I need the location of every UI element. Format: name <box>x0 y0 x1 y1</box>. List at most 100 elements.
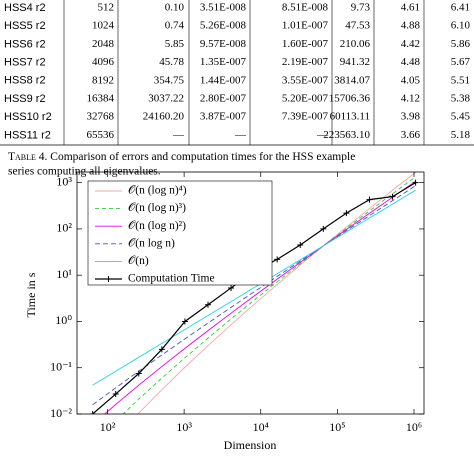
legend-label: 𝒪(n log n) <box>128 237 175 249</box>
point-marker <box>89 411 96 414</box>
table-cell: 5.45 <box>451 111 471 123</box>
table-cell: HSS5 r2 <box>4 20 46 32</box>
table-cell: 16384 <box>87 93 115 105</box>
y-tick-label: 10¹ <box>56 267 72 281</box>
table-cell: 354.75 <box>154 74 185 86</box>
table-cell: 1.44E-007 <box>200 74 247 86</box>
table-cell: 4.12 <box>401 93 420 105</box>
x-tick-label: 10⁵ <box>329 420 345 434</box>
table-cell: 6.10 <box>451 20 471 32</box>
table-cell: 1.01E-007 <box>282 20 329 32</box>
table-cell: 60113.11 <box>330 111 370 123</box>
table-cell: HSS10 r2 <box>4 111 52 123</box>
point-marker <box>181 318 188 325</box>
point-marker <box>228 284 235 291</box>
point-marker <box>135 370 142 377</box>
y-tick-label: 10³ <box>56 174 72 188</box>
y-tick-label: 10⁻¹ <box>50 359 72 373</box>
table-cell: 15706.36 <box>329 93 371 105</box>
table-cell: 0.74 <box>165 20 185 32</box>
table-cell: 3.98 <box>401 111 421 123</box>
table-cell: 5.26E-008 <box>200 20 247 32</box>
x-axis-label: Dimension <box>224 438 277 452</box>
table-cell: — <box>172 129 185 141</box>
table-cell: 3037.22 <box>148 93 184 105</box>
table-cell: 3.66 <box>401 129 421 141</box>
point-marker <box>389 193 396 200</box>
table-cell: 4.48 <box>401 56 421 68</box>
table-cell: 32768 <box>87 111 115 123</box>
table-cell: 3.51E-008 <box>200 2 247 14</box>
y-tick-label: 10² <box>56 221 72 235</box>
point-marker <box>412 179 419 186</box>
table-cell: 6.41 <box>451 2 470 14</box>
table-cell: 2048 <box>92 38 115 50</box>
series-line <box>137 172 416 414</box>
series-line <box>104 180 416 414</box>
table-cell: 1.35E-007 <box>200 56 247 68</box>
table-cell: 210.06 <box>340 38 371 50</box>
table-cell: 1024 <box>92 20 115 32</box>
table: HSS4 r2 512 0.10 3.51E-008 8.51E-008 9.73 4.61… <box>0 0 474 146</box>
point-marker <box>320 225 327 232</box>
table-cell: 3.87E-007 <box>200 111 247 123</box>
x-tick-label: 10³ <box>176 420 192 434</box>
table-cell: 4.42 <box>401 38 420 50</box>
point-marker <box>112 391 119 398</box>
table-cell: HSS6 r2 <box>4 38 46 50</box>
table-cell: 4.61 <box>401 2 420 14</box>
table-cell: 5.51 <box>451 74 470 86</box>
table-cell: 4.05 <box>401 74 421 86</box>
table-cell: 4096 <box>92 56 115 68</box>
legend-label: 𝒪(n (log n)⁴) <box>128 185 187 197</box>
table-cell: 9.57E-008 <box>200 38 247 50</box>
table-cell: HSS11 r2 <box>4 129 51 141</box>
table-cell: 0.10 <box>165 2 185 14</box>
table-cell: 2.19E-007 <box>282 56 329 68</box>
legend-label: 𝒪(n) <box>128 255 149 267</box>
table-cell: 512 <box>98 2 115 14</box>
table-cell: 24160.20 <box>143 111 185 123</box>
table-cell: 45.78 <box>159 56 184 68</box>
table-cell: 4.88 <box>401 20 421 32</box>
x-tick-label: 10⁶ <box>406 420 422 434</box>
point-marker <box>204 301 211 308</box>
table-cell: 2.80E-007 <box>200 93 247 105</box>
x-tick-label: 10⁴ <box>253 420 269 434</box>
table-cell: 65536 <box>87 129 115 141</box>
table-cell: HSS4 r2 <box>4 2 46 14</box>
caption-text: Comparison of errors and computation tim… <box>50 151 355 163</box>
table-cell: 1.60E-007 <box>282 38 329 50</box>
table-cell: 7.39E-007 <box>282 111 329 123</box>
point-marker <box>366 196 373 203</box>
series-line <box>92 189 416 386</box>
legend-label: Computation Time <box>128 273 215 285</box>
caption: Table 4. Comparison of errors and comput… <box>8 151 355 163</box>
table-cell: 3814.07 <box>334 74 370 86</box>
caption-label: Table 4. <box>8 151 48 163</box>
table-cell: 5.86 <box>451 38 471 50</box>
point-marker <box>297 241 304 248</box>
axes-frame <box>76 171 425 415</box>
table-cell: 8192 <box>92 74 114 86</box>
legend-box <box>87 180 273 286</box>
table-cell: HSS9 r2 <box>4 93 46 105</box>
table-cell: 5.85 <box>165 38 185 50</box>
point-marker <box>343 210 350 217</box>
legend-marker <box>105 276 112 282</box>
table-cell: 5.38 <box>451 93 471 105</box>
table-cell: 223563.10 <box>323 129 370 141</box>
series-line <box>122 176 416 414</box>
point-marker <box>274 256 281 263</box>
table-cell: 941.32 <box>340 56 370 68</box>
table-cell: — <box>234 129 247 141</box>
table-cell: 5.18 <box>451 129 471 141</box>
table-cell: 3.55E-007 <box>282 74 329 86</box>
table-cell: HSS8 r2 <box>4 75 46 87</box>
table-cell: 9.73 <box>351 2 371 14</box>
point-marker <box>158 346 165 353</box>
table-cell: — <box>316 129 329 141</box>
y-tick-label: 10⁰ <box>55 313 72 327</box>
y-axis-label: Time in s <box>24 272 38 317</box>
